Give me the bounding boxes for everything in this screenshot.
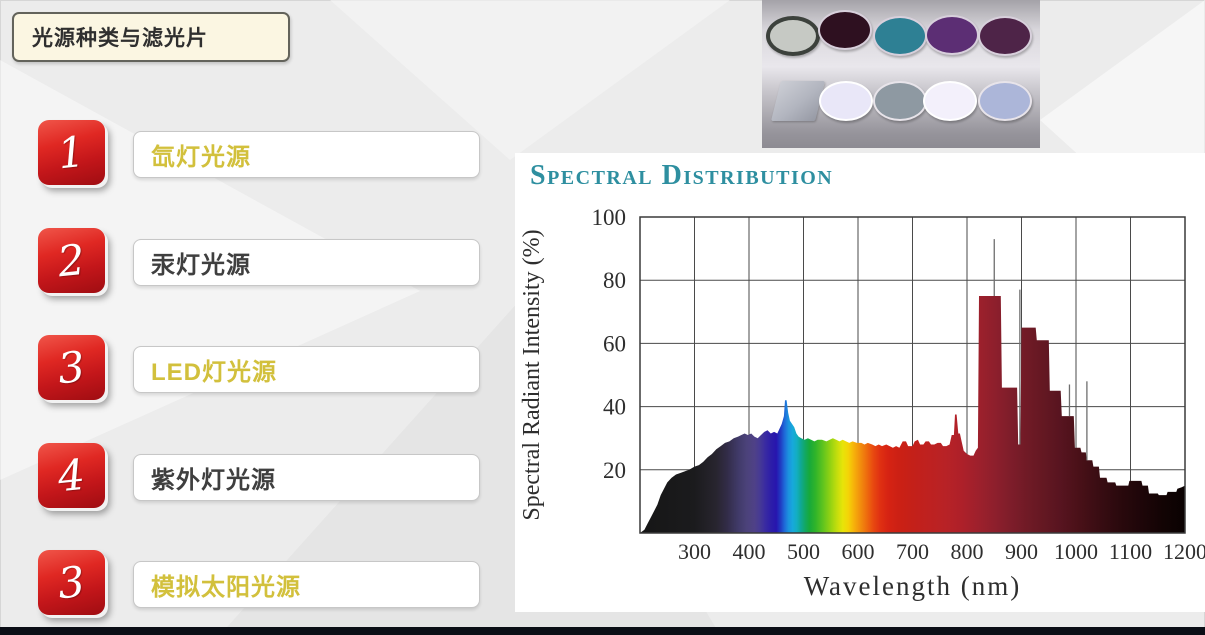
- list-item: 3 LED灯光源: [0, 335, 515, 405]
- gray-ringed-filter: [766, 16, 820, 56]
- light-source-label: 紫外灯光源: [151, 467, 276, 494]
- spectrum-area: [640, 296, 1185, 533]
- y-axis-label: Spectral Radiant Intensity (%): [519, 229, 545, 520]
- purple-filter: [925, 15, 979, 55]
- list-item: 3 模拟太阳光源: [0, 550, 515, 620]
- x-axis-tick-label: 400: [733, 539, 766, 564]
- list-item: 1 氙灯光源: [0, 120, 515, 190]
- x-axis-tick-label: 800: [951, 539, 984, 564]
- x-axis-tick-label: 900: [1005, 539, 1038, 564]
- dark-maroon-filter: [818, 10, 872, 50]
- pale-lavender-filter: [819, 81, 873, 121]
- light-source-label-box: 紫外灯光源: [133, 454, 480, 501]
- slide-title-box: 光源种类与滤光片: [12, 12, 290, 62]
- periwinkle-filter: [978, 81, 1032, 121]
- x-axis-tick-label: 300: [678, 539, 711, 564]
- teal-filter: [873, 16, 927, 56]
- x-axis-tick-label: 600: [842, 539, 875, 564]
- spectral-chart: 100 80 60 40 20 300 400 500 600 700 800 900 1000 1100…: [519, 205, 1205, 601]
- x-axis-label: Wavelength (nm): [804, 571, 1022, 601]
- badge-number: 2: [55, 234, 88, 286]
- chart-title: Spectral Distribution: [530, 160, 834, 191]
- number-badge: 3: [38, 335, 105, 400]
- x-axis-tick-label: 1100: [1109, 539, 1152, 564]
- y-axis-tick-label: 80: [603, 268, 626, 293]
- y-axis-tick-label: 20: [603, 458, 626, 483]
- x-axis-tick-label: 1000: [1054, 539, 1098, 564]
- badge-number: 1: [55, 126, 88, 178]
- light-source-label-box: LED灯光源: [133, 346, 480, 393]
- y-axis-tick-label: 40: [603, 395, 626, 420]
- light-source-label: 氙灯光源: [151, 144, 251, 171]
- y-axis-tick-label: 100: [592, 205, 627, 230]
- number-badge: 1: [38, 120, 105, 185]
- plum-filter: [978, 16, 1032, 56]
- y-axis-tick-label: 60: [603, 331, 626, 356]
- light-source-label-box: 氙灯光源: [133, 131, 480, 178]
- x-axis-tick-label: 1200: [1163, 539, 1205, 564]
- light-source-label: LED灯光源: [151, 359, 277, 386]
- plot-border: [639, 216, 1186, 534]
- list-item: 4 紫外灯光源: [0, 443, 515, 513]
- square-gray-filter: [771, 81, 825, 121]
- gray-filter: [873, 81, 927, 121]
- number-badge: 3: [38, 550, 105, 615]
- x-axis-tick-label: 500: [787, 539, 820, 564]
- badge-number: 3: [55, 341, 88, 393]
- light-source-label: 模拟太阳光源: [151, 574, 301, 601]
- light-source-label: 汞灯光源: [151, 252, 251, 279]
- x-axis-tick-label: 700: [896, 539, 929, 564]
- spectral-chart-panel: 100 80 60 40 20 300 400 500 600 700 800 900 1000 1100…: [515, 153, 1205, 612]
- list-item: 2 汞灯光源: [0, 228, 515, 298]
- light-source-label-box: 模拟太阳光源: [133, 561, 480, 608]
- number-badge: 4: [38, 443, 105, 508]
- badge-number: 3: [55, 556, 88, 608]
- slide-title: 光源种类与滤光片: [32, 27, 208, 50]
- number-badge: 2: [38, 228, 105, 293]
- optical-filters-photo: [762, 0, 1040, 148]
- badge-number: 4: [55, 449, 88, 501]
- white-filter: [923, 81, 977, 121]
- light-source-label-box: 汞灯光源: [133, 239, 480, 286]
- footer-bar: [0, 627, 1205, 635]
